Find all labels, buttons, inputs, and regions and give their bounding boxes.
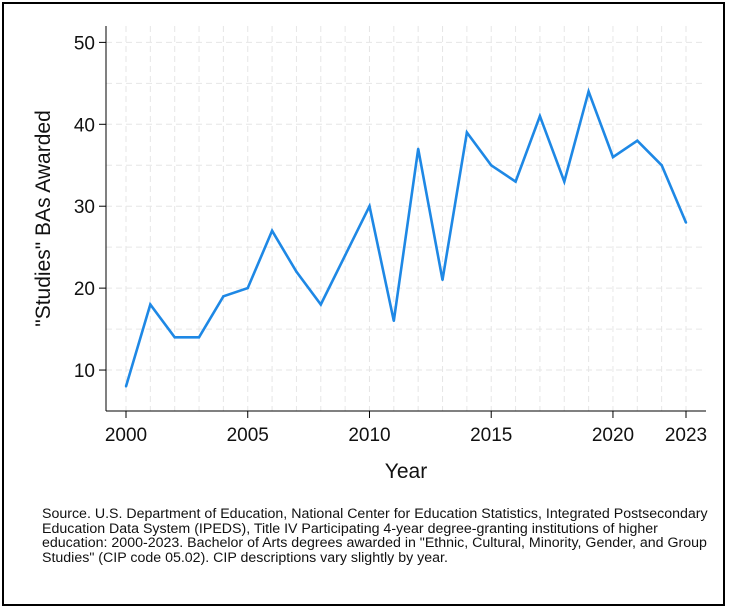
y-tick-label: 20 (74, 279, 95, 300)
data-point (343, 254, 347, 257)
x-tick-label: 2005 (227, 425, 269, 446)
y-tick-label: 50 (74, 33, 95, 54)
data-point (587, 90, 590, 93)
data-point (124, 385, 128, 388)
data-point (246, 286, 249, 290)
x-tick-label: 2000 (105, 425, 147, 446)
data-point (441, 278, 444, 282)
data-point (222, 295, 225, 298)
x-tick-label: 2015 (470, 425, 512, 446)
y-tick-label: 40 (74, 115, 95, 136)
tick-labels: 10 20 30 40 50 2000 2005 2010 2015 2020 2023 (74, 33, 707, 446)
data-point (392, 319, 396, 323)
axes (99, 26, 706, 418)
data-point (197, 336, 201, 339)
data-point (514, 180, 517, 183)
series-line (124, 87, 688, 387)
data-point (611, 155, 615, 159)
source-note: Source. U.S. Department of Education, Na… (42, 506, 708, 566)
data-point (563, 180, 566, 183)
x-tick-label: 2020 (592, 425, 634, 446)
data-point (684, 221, 688, 224)
x-tick-label: 2010 (348, 425, 390, 446)
y-tick-label: 10 (74, 361, 95, 382)
figure-frame: 10 20 30 40 50 2000 2005 2010 2015 2020 2023 Year … (2, 2, 725, 606)
data-point (660, 164, 663, 167)
x-tick-label: 2023 (665, 425, 707, 446)
data-point (173, 336, 176, 339)
y-axis-label: "Studies" BAs Awarded (32, 110, 55, 326)
data-point (538, 114, 542, 118)
data-point (368, 205, 371, 208)
data-point (270, 229, 274, 232)
data-point (465, 131, 469, 134)
data-point (319, 303, 322, 306)
x-axis-label: Year (385, 460, 427, 483)
grid (106, 26, 706, 411)
data-point (416, 147, 420, 151)
data-point (636, 139, 639, 142)
data-point (490, 164, 493, 167)
data-point (149, 303, 152, 306)
data-point (295, 270, 298, 273)
series-layer (124, 87, 688, 388)
y-tick-label: 30 (74, 197, 95, 218)
